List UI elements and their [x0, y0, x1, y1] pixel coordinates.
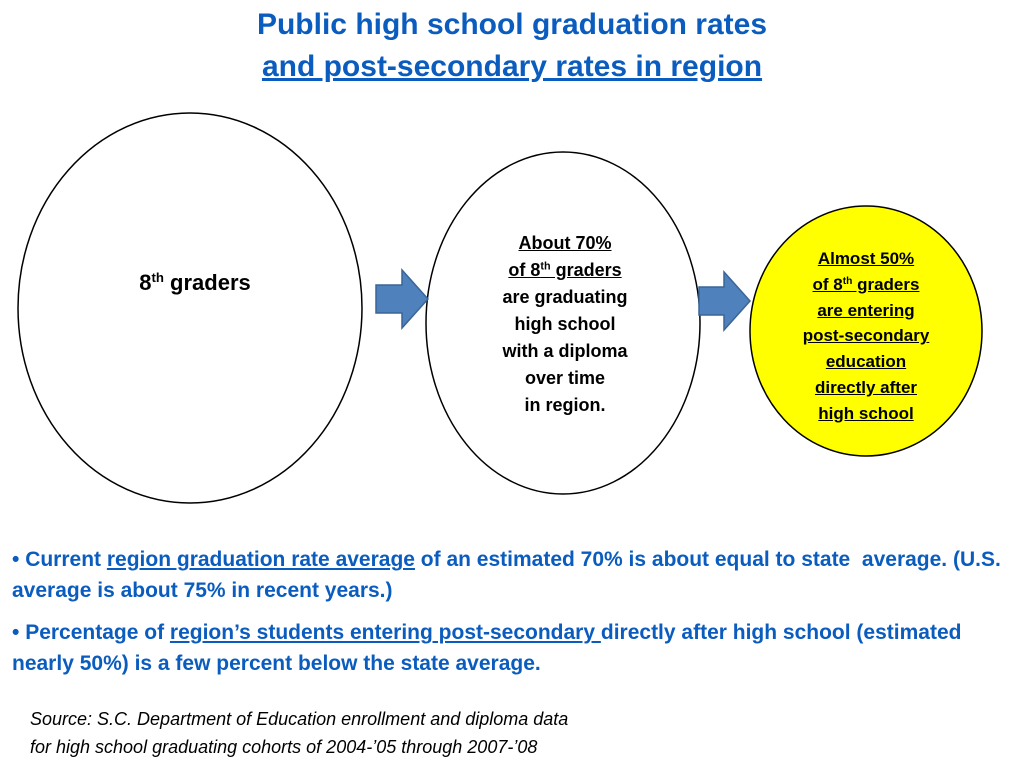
line-text: About 70% [518, 233, 612, 253]
text: graders [163, 270, 251, 295]
source-line: Source: S.C. Department of Education enr… [30, 709, 569, 729]
node-label: Almost 50% of 8th graders are entering post… [756, 246, 976, 427]
line-text: high school [818, 403, 914, 423]
text: of 8 [508, 260, 541, 280]
source-line: for high school graduating cohorts of 20… [30, 737, 538, 757]
node-ellipse [749, 205, 983, 457]
node-line: directly after [756, 375, 976, 401]
bullet: Percentage of region’s students entering… [12, 617, 1012, 679]
line-text: are graduating [502, 287, 628, 307]
arrow [698, 270, 752, 332]
node-line: are graduating [430, 284, 700, 311]
line-text: directly after [814, 377, 918, 397]
title-line: Public high school graduation rates [256, 8, 768, 41]
bullet: Current region graduation rate average o… [12, 544, 1012, 606]
bullet-text: region graduation rate average [106, 548, 415, 571]
line-text: high school [514, 314, 616, 334]
line-text: post-secondary [802, 326, 930, 346]
line-text: education [825, 352, 907, 372]
node-line: post-secondary [756, 323, 976, 349]
bullet-text: directly after high school (estimated ne… [12, 621, 968, 675]
line-text: with a diploma [502, 341, 628, 361]
node-label: 8th graders [40, 270, 350, 296]
title-text: and post-secondary rates in region [261, 50, 763, 83]
line-text: Almost 50% [817, 249, 915, 268]
node-ellipse [17, 112, 363, 504]
superscript: th [842, 275, 853, 287]
text: graders [550, 260, 622, 280]
node-line: of 8th graders [430, 257, 700, 284]
bullet-text: Percentage of [25, 621, 170, 644]
text: 8 [139, 270, 152, 295]
superscript: th [151, 270, 164, 286]
node-line: of 8th graders [756, 272, 976, 298]
title-line: and post-secondary rates in region [0, 50, 1024, 84]
line-text: of 8th graders [508, 260, 621, 280]
bullet-text: of an estimated 70% is about equal to st… [12, 548, 1007, 602]
superscript: th [540, 260, 551, 273]
node-line: high school [430, 311, 700, 338]
bullet-list: Current region graduation rate average o… [12, 544, 1012, 690]
arrow [375, 268, 430, 330]
line-text: are entering [817, 300, 915, 320]
text: graders [852, 274, 920, 294]
line-text: of 8th graders [813, 275, 920, 294]
node-label: About 70% of 8th graders are graduating hig… [430, 230, 700, 419]
node-line: are entering [756, 298, 976, 324]
node-line: high school [756, 401, 976, 427]
bullet-text: region’s students entering post-secondar… [169, 621, 601, 644]
line-text: in region. [524, 395, 606, 415]
node-line: About 70% [430, 230, 700, 257]
text: of 8 [812, 274, 843, 294]
node-line: Almost 50% [756, 246, 976, 272]
node-line: with a diploma [430, 338, 700, 365]
node-ellipse [425, 151, 701, 495]
line-text: over time [524, 368, 606, 388]
node-line: education [756, 349, 976, 375]
node-line: in region. [430, 392, 700, 419]
source: Source: S.C. Department of Education enr… [30, 705, 568, 761]
node-line: over time [430, 365, 700, 392]
bullet-text: Current [25, 548, 107, 571]
